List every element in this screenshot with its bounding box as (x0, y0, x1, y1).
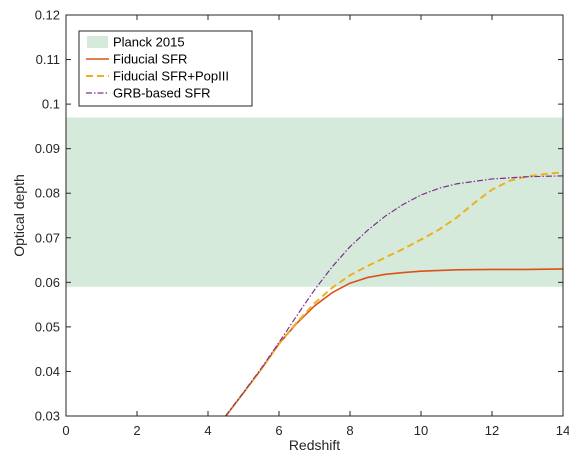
x-tick-label: 14 (556, 423, 569, 438)
y-tick-label: 0.07 (35, 230, 60, 245)
legend-swatch-band (87, 36, 108, 48)
legend-label-band: Planck 2015 (113, 35, 185, 50)
series-line-1 (225, 268, 564, 417)
y-tick-label: 0.04 (35, 364, 60, 379)
y-tick-label: 0.03 (35, 409, 60, 424)
legend-label-series-2: Fiducial SFR+PopIII (113, 69, 229, 84)
series-layer (224, 171, 564, 417)
y-tick-label: 0.05 (35, 319, 60, 334)
y-tick-label: 0.11 (36, 52, 60, 67)
y-tick-label: 0.12 (35, 8, 60, 23)
planck-band (66, 117, 563, 287)
x-tick-label: 2 (133, 423, 140, 438)
x-axis-label: Redshift (289, 437, 340, 453)
legend-label-series-3: GRB-based SFR (113, 86, 211, 101)
x-tick-label: 12 (485, 423, 499, 438)
y-tick-label: 0.08 (35, 186, 60, 201)
y-tick-label: 0.09 (35, 141, 60, 156)
x-tick-label: 4 (204, 423, 211, 438)
legend: Planck 2015 Fiducial SFR Fiducial SFR+PopI… (78, 30, 253, 107)
x-tick-label: 10 (414, 423, 428, 438)
series-line-3 (225, 175, 564, 417)
y-tick-label: 0.1 (42, 97, 60, 112)
series-line-2 (224, 171, 564, 417)
x-tick-label: 8 (346, 423, 353, 438)
x-tick-label: 6 (275, 423, 282, 438)
y-tick-label: 0.06 (35, 275, 60, 290)
y-axis-label: Optical depth (11, 174, 27, 257)
ticks-layer: 0 2 4 6 8 10 12 14 0.03 0.04 0.05 0.06 0.07 0.08 0.09 0… (35, 8, 569, 439)
x-tick-label: 0 (62, 423, 69, 438)
planck-band-layer (66, 117, 563, 287)
legend-label-series-1: Fiducial SFR (113, 52, 187, 67)
plot-frame (65, 14, 564, 417)
